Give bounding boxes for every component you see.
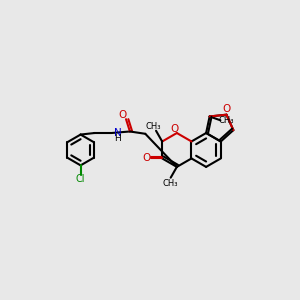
Text: CH₃: CH₃ — [219, 116, 234, 125]
Text: O: O — [143, 153, 151, 164]
Text: CH₃: CH₃ — [163, 178, 178, 188]
Text: N: N — [114, 128, 122, 138]
Text: Cl: Cl — [76, 174, 85, 184]
Text: O: O — [222, 104, 231, 114]
Text: O: O — [119, 110, 127, 120]
Text: O: O — [170, 124, 179, 134]
Text: CH₃: CH₃ — [145, 122, 161, 130]
Text: H: H — [114, 134, 121, 143]
